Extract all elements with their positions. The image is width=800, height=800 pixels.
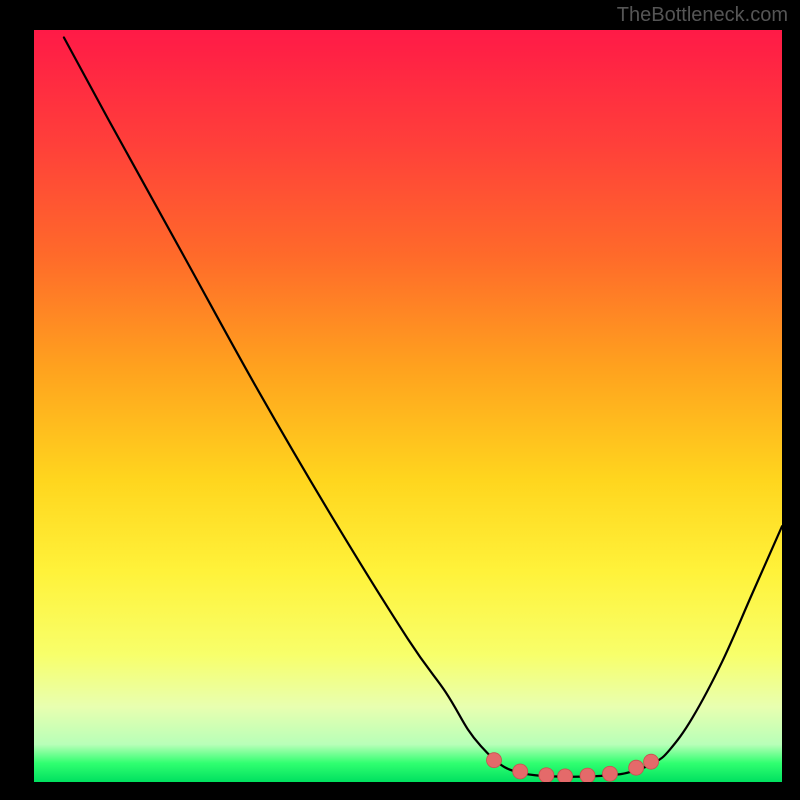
marker-dot [487,753,502,768]
marker-dot [629,760,644,775]
chart-plot-area [34,30,782,782]
marker-dot [644,754,659,769]
watermark-text: TheBottleneck.com [617,4,788,27]
marker-dot [513,764,528,779]
bottleneck-curve-chart [0,0,800,800]
marker-dot [580,768,595,783]
chart-container: TheBottleneck.com [0,0,800,800]
marker-dot [602,766,617,781]
marker-dot [539,768,554,783]
marker-dot [558,769,573,784]
